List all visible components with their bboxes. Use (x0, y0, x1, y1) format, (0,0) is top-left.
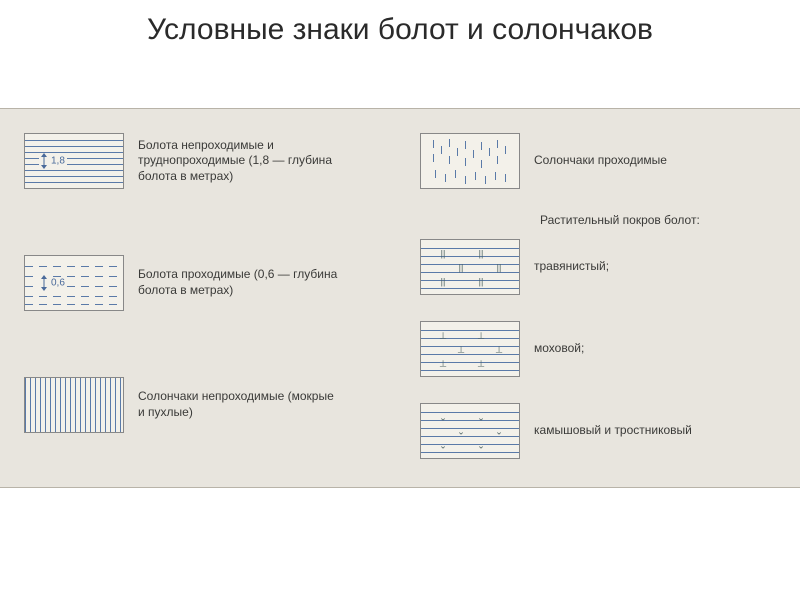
page-title: Условные знаки болот и солончаков (0, 0, 800, 68)
grassy-tick-icon: || (479, 250, 484, 259)
mossy-tick-icon: ⊥ (439, 360, 447, 369)
desc-passable-swamp: Болота проходимые (0,6 — глубина болота … (138, 267, 338, 298)
mossy-tick-icon: ⊥ (457, 346, 465, 355)
desc-reed: камышовый и тростниковый (534, 423, 692, 439)
mossy-tick-icon: ⊥ (477, 332, 485, 341)
grassy-tick-icon: || (497, 264, 502, 273)
depth-arrow-icon (39, 275, 49, 291)
symbol-impassable-swamp: 1,8 (24, 133, 124, 189)
reed-tick-icon: ⌄ (477, 442, 485, 451)
item-passable-salt: Солончаки проходимые (420, 133, 667, 189)
mossy-tick-icon: ⊥ (495, 346, 503, 355)
legend-area: 1,8 Болота непроходимые и труднопроходим… (0, 108, 800, 488)
veg-section-label: Растительный покров болот: (540, 213, 700, 227)
reed-tick-icon: ⌄ (477, 414, 485, 423)
desc-impassable-swamp: Болота непроходимые и труднопроходимые (… (138, 138, 338, 185)
symbol-mossy: ⊥ ⊥ ⊥ ⊥ ⊥ ⊥ (420, 321, 520, 377)
item-reed: ⌄ ⌄ ⌄ ⌄ ⌄ ⌄ камышовый и тростниковый (420, 403, 692, 459)
symbol-reed: ⌄ ⌄ ⌄ ⌄ ⌄ ⌄ (420, 403, 520, 459)
item-impassable-swamp: 1,8 Болота непроходимые и труднопроходим… (24, 133, 338, 189)
depth-label: 1,8 (49, 156, 67, 167)
grassy-tick-icon: || (479, 278, 484, 287)
symbol-grassy: || || || || || || (420, 239, 520, 295)
depth-arrow-icon (39, 153, 49, 169)
mossy-tick-icon: ⊥ (439, 332, 447, 341)
reed-tick-icon: ⌄ (457, 428, 465, 437)
desc-grassy: травянистый; (534, 259, 609, 275)
symbol-passable-salt (420, 133, 520, 189)
reed-tick-icon: ⌄ (495, 428, 503, 437)
item-passable-swamp: 0,6 Болота проходимые (0,6 — глубина бол… (24, 255, 338, 311)
desc-impassable-salt: Солончаки непроходимые (мокрые и пухлые) (138, 389, 338, 420)
reed-tick-icon: ⌄ (439, 442, 447, 451)
item-mossy: ⊥ ⊥ ⊥ ⊥ ⊥ ⊥ моховой; (420, 321, 584, 377)
depth-label: 0,6 (49, 278, 67, 289)
item-impassable-salt: Солончаки непроходимые (мокрые и пухлые) (24, 377, 338, 433)
desc-mossy: моховой; (534, 341, 584, 357)
item-grassy: || || || || || || травянистый; (420, 239, 609, 295)
desc-passable-salt: Солончаки проходимые (534, 153, 667, 169)
grassy-tick-icon: || (441, 278, 446, 287)
reed-tick-icon: ⌄ (439, 414, 447, 423)
grassy-tick-icon: || (459, 264, 464, 273)
symbol-impassable-salt (24, 377, 124, 433)
grassy-tick-icon: || (441, 250, 446, 259)
mossy-tick-icon: ⊥ (477, 360, 485, 369)
symbol-passable-swamp: 0,6 (24, 255, 124, 311)
